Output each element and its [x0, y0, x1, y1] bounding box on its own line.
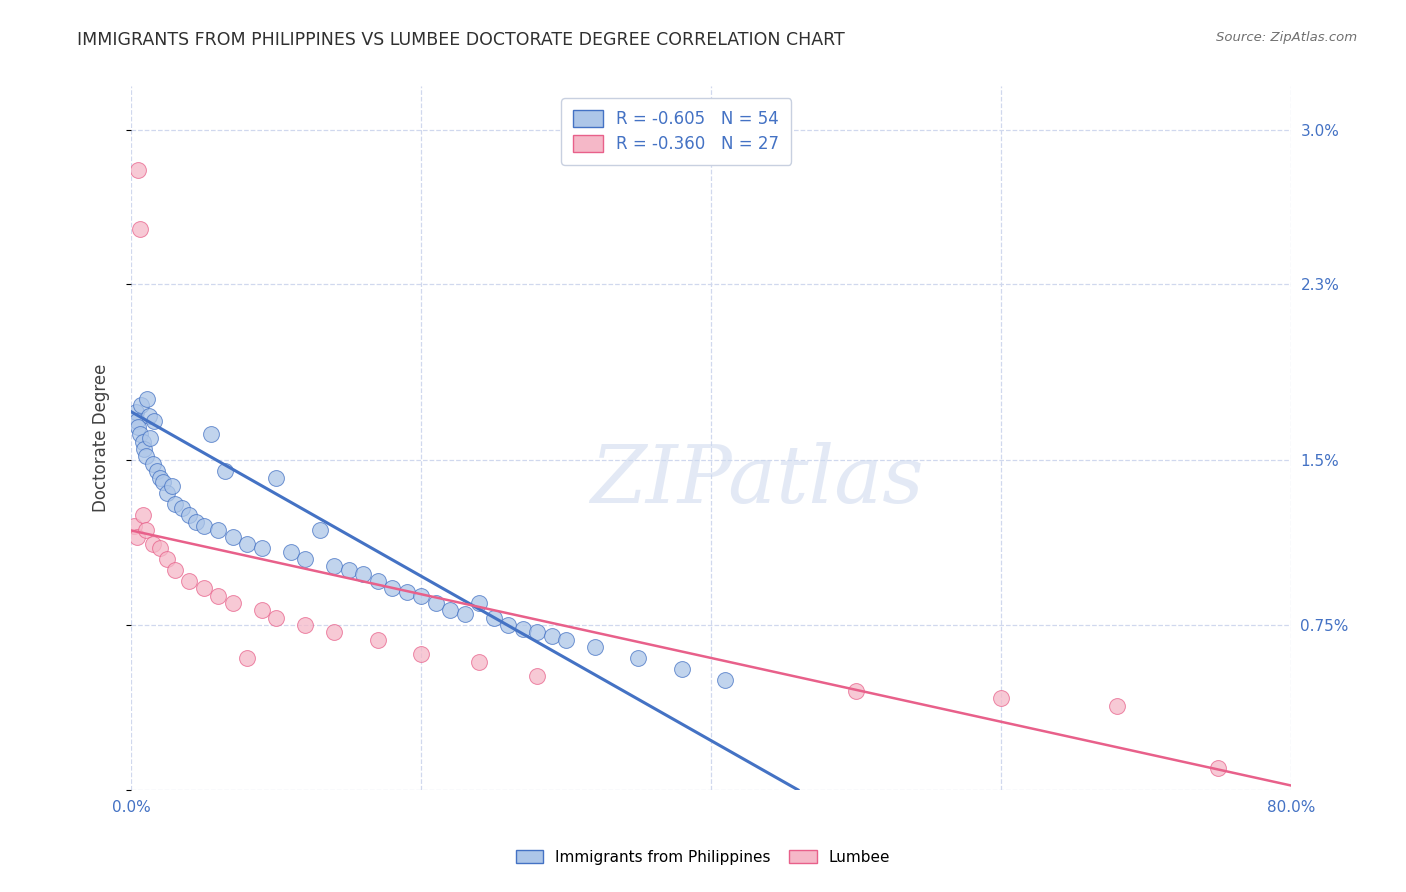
Point	[136, 392, 159, 406]
Point	[128, 222, 150, 236]
Point	[149, 471, 172, 485]
Point	[132, 508, 155, 522]
Point	[122, 519, 145, 533]
Point	[323, 558, 346, 573]
Point	[193, 519, 215, 533]
Point	[496, 618, 519, 632]
Point	[139, 431, 162, 445]
Point	[128, 426, 150, 441]
Point	[163, 563, 186, 577]
Text: Source: ZipAtlas.com: Source: ZipAtlas.com	[1216, 31, 1357, 45]
Point	[135, 449, 157, 463]
Point	[367, 574, 389, 588]
Point	[152, 475, 174, 489]
Point	[1105, 699, 1128, 714]
Point	[337, 563, 360, 577]
Legend: R = -0.605   N = 54, R = -0.360   N = 27: R = -0.605 N = 54, R = -0.360 N = 27	[561, 98, 792, 164]
Point	[845, 684, 868, 698]
Point	[439, 602, 461, 616]
Point	[163, 497, 186, 511]
Point	[214, 464, 236, 478]
Point	[125, 530, 148, 544]
Legend: Immigrants from Philippines, Lumbee: Immigrants from Philippines, Lumbee	[509, 844, 897, 871]
Text: ZIPatlas: ZIPatlas	[591, 442, 924, 519]
Point	[156, 552, 179, 566]
Point	[671, 662, 693, 676]
Point	[142, 458, 165, 472]
Point	[395, 585, 418, 599]
Point	[160, 479, 183, 493]
Point	[236, 651, 259, 665]
Point	[453, 607, 475, 621]
Point	[186, 515, 208, 529]
Point	[409, 647, 432, 661]
Point	[526, 624, 548, 639]
Point	[179, 508, 201, 522]
Point	[280, 545, 302, 559]
Point	[207, 524, 229, 538]
Point	[138, 409, 160, 423]
Point	[425, 596, 447, 610]
Point	[512, 623, 534, 637]
Point	[127, 420, 149, 434]
Point	[131, 398, 153, 412]
Point	[323, 624, 346, 639]
Point	[555, 633, 578, 648]
Point	[1206, 761, 1229, 775]
Point	[264, 611, 287, 625]
Point	[540, 629, 562, 643]
Point	[125, 413, 148, 427]
Point	[193, 581, 215, 595]
Point	[200, 426, 222, 441]
Point	[482, 611, 505, 625]
Point	[135, 524, 157, 538]
Point	[714, 673, 737, 687]
Point	[264, 471, 287, 485]
Point	[526, 668, 548, 682]
Point	[627, 651, 650, 665]
Point	[250, 602, 273, 616]
Point	[124, 405, 146, 419]
Point	[221, 596, 243, 610]
Point	[468, 656, 491, 670]
Point	[583, 640, 606, 654]
Point	[367, 633, 389, 648]
Point	[308, 524, 330, 538]
Point	[236, 536, 259, 550]
Point	[352, 567, 374, 582]
Point	[142, 536, 165, 550]
Point	[381, 581, 404, 595]
Text: IMMIGRANTS FROM PHILIPPINES VS LUMBEE DOCTORATE DEGREE CORRELATION CHART: IMMIGRANTS FROM PHILIPPINES VS LUMBEE DO…	[77, 31, 845, 49]
Point	[207, 590, 229, 604]
Y-axis label: Doctorate Degree: Doctorate Degree	[93, 364, 110, 512]
Point	[468, 596, 491, 610]
Point	[149, 541, 172, 555]
Point	[132, 435, 155, 450]
Point	[250, 541, 273, 555]
Point	[143, 413, 166, 427]
Point	[179, 574, 201, 588]
Point	[134, 442, 156, 456]
Point	[409, 590, 432, 604]
Point	[990, 690, 1012, 705]
Point	[170, 501, 193, 516]
Point	[294, 618, 316, 632]
Point	[127, 162, 149, 177]
Point	[221, 530, 243, 544]
Point	[294, 552, 316, 566]
Point	[146, 464, 169, 478]
Point	[156, 486, 179, 500]
